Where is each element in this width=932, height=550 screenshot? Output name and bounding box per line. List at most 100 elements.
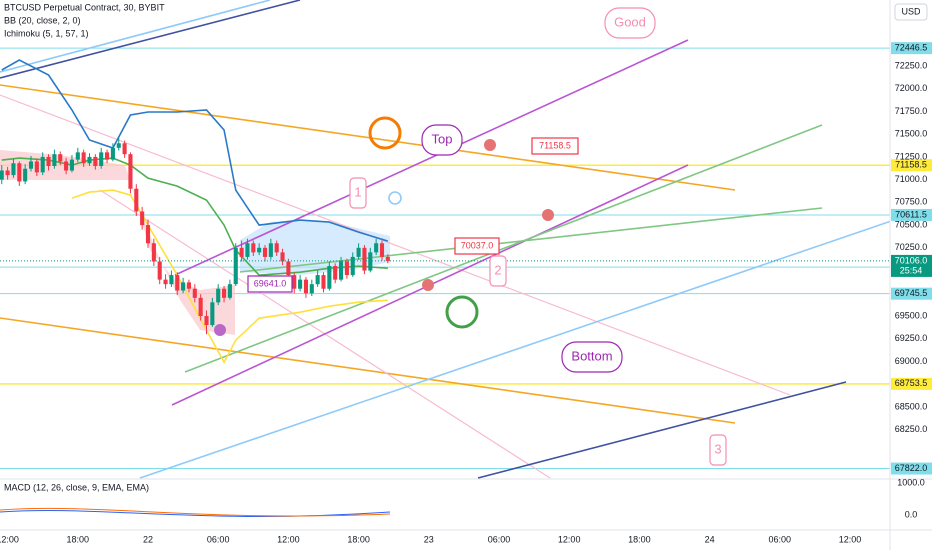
note: Top bbox=[432, 131, 453, 146]
price-label: 67822.0 bbox=[895, 463, 928, 473]
candle-body bbox=[11, 163, 16, 176]
y-tick-label: 70250.0 bbox=[895, 242, 928, 252]
candle-body bbox=[87, 156, 92, 164]
candle-body bbox=[222, 288, 227, 298]
candle-body bbox=[105, 152, 110, 160]
candle-body bbox=[23, 168, 28, 182]
y-tick-label: 71000.0 bbox=[895, 174, 928, 184]
x-tick-label: 18:00 bbox=[628, 534, 651, 544]
x-tick-label: 12:00 bbox=[558, 534, 581, 544]
candle-body bbox=[128, 154, 133, 189]
legend-bb: BB (20, close, 2, 0) bbox=[4, 15, 81, 25]
candle-body bbox=[69, 159, 75, 171]
candle-body bbox=[169, 275, 174, 285]
candle-body bbox=[58, 154, 63, 162]
candle-body bbox=[374, 243, 379, 253]
x-tick-label: 18:00 bbox=[347, 534, 370, 544]
price-label-bg bbox=[891, 462, 932, 475]
notes: Good Top Bottom 1 2 3 71158.5 70037.0 69… bbox=[247, 7, 727, 466]
price-label: 69745.5 bbox=[895, 288, 928, 298]
candle-body bbox=[362, 247, 367, 271]
note: Bottom bbox=[571, 348, 612, 363]
note: 69641.0 bbox=[254, 278, 287, 288]
candle-body bbox=[339, 261, 344, 280]
macd-tick: 1000.0 bbox=[897, 477, 925, 487]
candle-body bbox=[309, 284, 314, 294]
candle-body bbox=[134, 188, 139, 212]
candle-body bbox=[385, 256, 390, 261]
price-label-bg bbox=[891, 159, 932, 172]
candle-body bbox=[327, 266, 332, 289]
candle-body bbox=[5, 170, 10, 176]
x-tick-label: 23 bbox=[424, 534, 434, 544]
last-price-bg bbox=[891, 254, 932, 277]
candle-body bbox=[268, 243, 273, 257]
macd-label: MACD (12, 26, close, 9, EMA, EMA) bbox=[4, 482, 149, 492]
candle-body bbox=[204, 316, 209, 326]
currency: USD bbox=[901, 6, 921, 16]
candle-body bbox=[315, 275, 320, 285]
y-tick-label: 72250.0 bbox=[895, 60, 928, 70]
x-tick-label: 22 bbox=[143, 534, 153, 544]
candle-body bbox=[151, 243, 156, 262]
candle-body bbox=[257, 247, 262, 253]
candle-body bbox=[28, 161, 34, 169]
y-tick-label: 70500.0 bbox=[895, 219, 928, 229]
y-tick-label: 68500.0 bbox=[895, 401, 928, 411]
candle-body bbox=[379, 243, 385, 257]
price-label-bg bbox=[891, 42, 932, 55]
candle-body bbox=[239, 247, 244, 257]
countdown: 25:54 bbox=[900, 265, 923, 275]
y-tick-label: 70750.0 bbox=[895, 197, 928, 207]
candle-body bbox=[286, 261, 291, 276]
x-tick-label: 18:00 bbox=[67, 534, 90, 544]
candle-body bbox=[64, 161, 69, 171]
candle-body bbox=[333, 266, 338, 280]
candle-body bbox=[251, 243, 256, 253]
y-tick-label: 69500.0 bbox=[895, 310, 928, 320]
note: Good bbox=[614, 14, 646, 29]
candle-body bbox=[0, 170, 4, 180]
y-tick-label: 71750.0 bbox=[895, 106, 928, 116]
candle-body bbox=[280, 252, 285, 262]
candle-body bbox=[122, 143, 127, 155]
candle-body bbox=[46, 156, 51, 166]
candle-body bbox=[163, 279, 168, 285]
price-label: 71158.5 bbox=[895, 160, 927, 170]
candle-body bbox=[181, 282, 186, 291]
x-tick-label: 06:00 bbox=[207, 534, 230, 544]
candle-body bbox=[368, 252, 373, 271]
price-label: 70611.5 bbox=[895, 209, 927, 219]
note: 3 bbox=[714, 441, 721, 456]
candle-body bbox=[34, 161, 39, 173]
candle-body bbox=[116, 143, 121, 148]
y-tick-label: 71250.0 bbox=[895, 151, 928, 161]
price-label: 68753.5 bbox=[895, 378, 928, 388]
candle-body bbox=[140, 211, 145, 226]
candle-body bbox=[227, 284, 232, 298]
candle-body bbox=[75, 152, 80, 160]
x-tick-label: 24 bbox=[705, 534, 715, 544]
price-label-bg bbox=[891, 377, 932, 390]
note: 71158.5 bbox=[539, 140, 571, 150]
candle-body bbox=[192, 288, 197, 298]
y-tick-label: 71500.0 bbox=[895, 129, 928, 139]
candle-body bbox=[303, 279, 308, 294]
price-label: 72446.5 bbox=[895, 43, 928, 53]
candle-body bbox=[145, 225, 151, 244]
band-line bbox=[1, 59, 389, 242]
note: 1 bbox=[354, 184, 361, 199]
candle-body bbox=[198, 297, 203, 316]
candle-body bbox=[175, 275, 180, 291]
candle-body bbox=[93, 156, 98, 166]
candle-body bbox=[81, 152, 86, 164]
candle-body bbox=[52, 154, 57, 166]
candle-body bbox=[216, 288, 221, 303]
y-tick-label: 69000.0 bbox=[895, 356, 928, 366]
y-tick-label: 69250.0 bbox=[895, 333, 928, 343]
candle-body bbox=[17, 163, 22, 182]
note: 70037.0 bbox=[461, 240, 494, 250]
candle-body bbox=[99, 152, 104, 166]
x-tick-label: 06:00 bbox=[769, 534, 792, 544]
